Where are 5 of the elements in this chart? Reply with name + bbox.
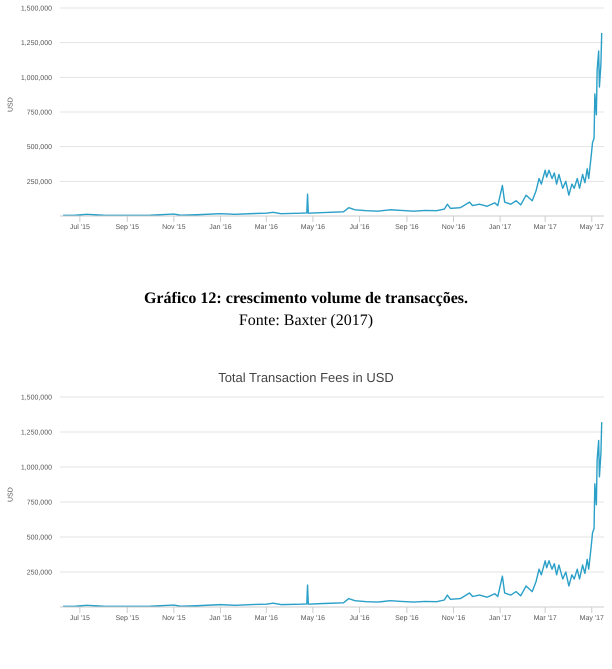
line-series (62, 422, 602, 607)
source-note: Fonte: Baxter (2017) (238, 312, 374, 330)
line-series (62, 32, 602, 216)
text: Gráfico 12: crescimento volume de transacções. (142, 290, 470, 308)
chart-title: Total Transaction Fees in USD (217, 370, 395, 385)
